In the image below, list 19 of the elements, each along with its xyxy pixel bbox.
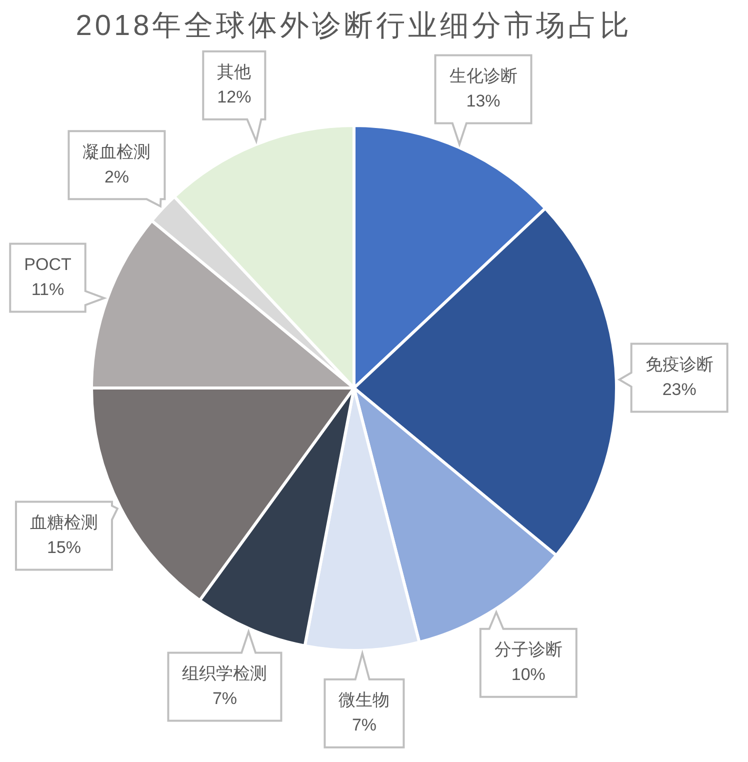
slice-label: 凝血检测 (82, 142, 151, 162)
data-label: 10% (511, 665, 546, 684)
chart-title: 2018年全球体外诊断行业细分市场占比 (74, 9, 634, 44)
data-label: 13% (466, 91, 500, 110)
slice-label: 组织学检测 (182, 664, 268, 683)
data-label: 23% (662, 380, 696, 399)
data-label: 15% (46, 538, 81, 557)
data-label: 2% (104, 167, 130, 186)
data-label: 7% (212, 688, 238, 708)
data-label: 7% (352, 716, 377, 735)
data-label: 11% (31, 280, 64, 299)
data-label: 12% (217, 88, 252, 107)
slice-label: 免疫诊断 (645, 354, 714, 374)
slice-label: 其他 (217, 62, 252, 82)
slice-label: 微生物 (338, 690, 390, 710)
slice-label: 分子诊断 (494, 640, 562, 660)
slice-label: 血糖检测 (30, 512, 98, 532)
slice-label: 生化诊断 (449, 66, 518, 86)
slice-label: POCT (24, 254, 72, 274)
